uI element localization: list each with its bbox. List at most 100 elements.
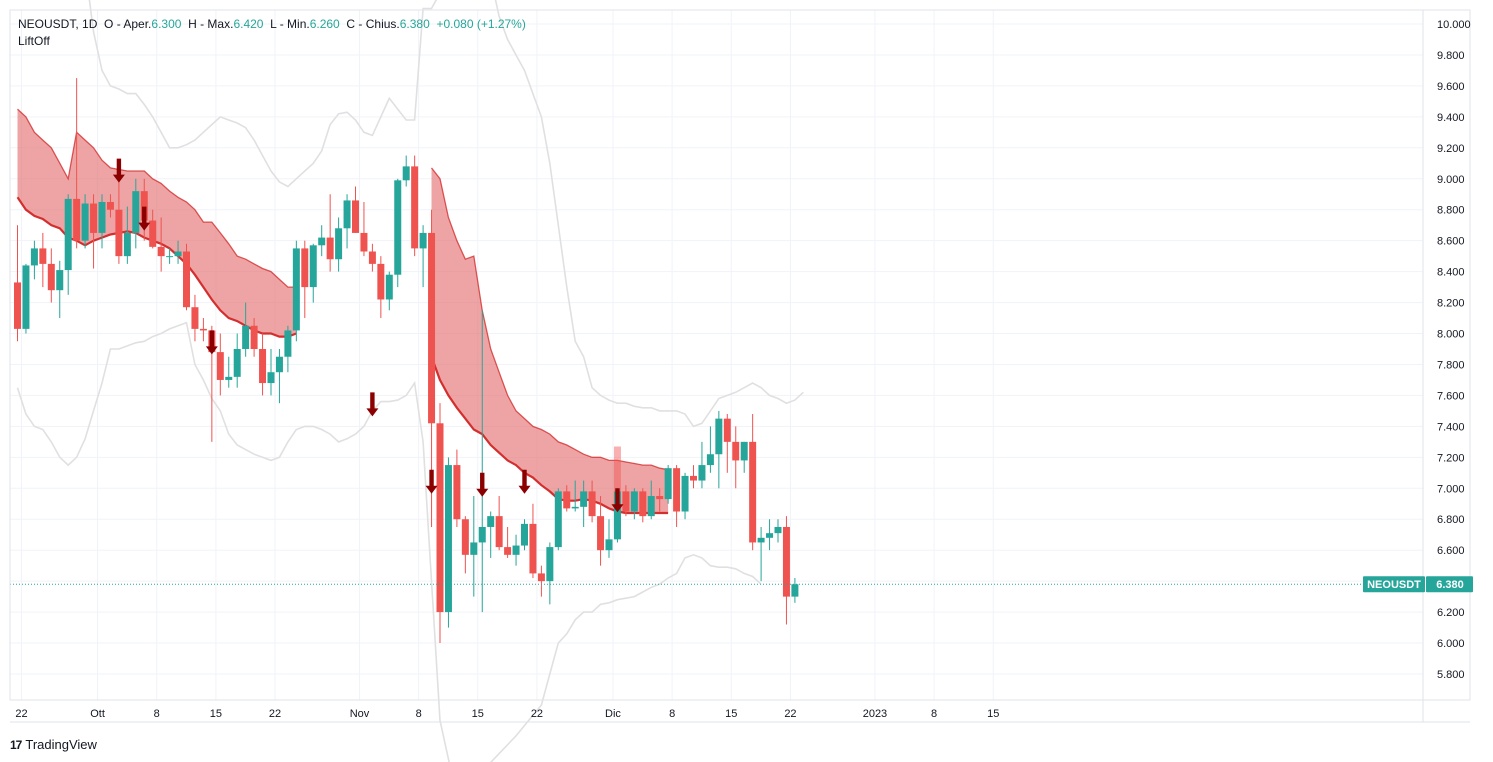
price-tag-value: 6.380 xyxy=(1436,579,1464,591)
x-tick-label: 8 xyxy=(669,708,675,720)
candle-body xyxy=(529,523,537,574)
x-tick-label: 15 xyxy=(472,708,484,720)
x-tick-label: 8 xyxy=(931,708,937,720)
candle-body xyxy=(673,468,681,512)
sell-arrow-icon xyxy=(476,472,489,497)
candle-body xyxy=(292,248,300,331)
y-tick-label: 8.200 xyxy=(1437,298,1465,310)
legend-high: 6.420 xyxy=(233,17,264,31)
x-tick-label: 22 xyxy=(15,708,27,720)
candle-body xyxy=(664,468,672,500)
y-tick-label: 8.400 xyxy=(1437,267,1465,279)
candle-body xyxy=(478,526,486,543)
x-tick-label: 22 xyxy=(784,708,796,720)
tradingview-logo-icon: 17 xyxy=(10,737,22,752)
candle-body xyxy=(605,539,613,551)
candle-body xyxy=(106,201,114,210)
candle-body xyxy=(495,516,503,548)
candle-body xyxy=(81,203,89,241)
sell-arrow-icon xyxy=(425,469,438,494)
candle-body xyxy=(774,526,782,534)
axes: 10.000 9.800 9.600 9.400 9.200 9.000 8.800 8.60… xyxy=(9,9,1471,723)
indicator-name[interactable]: LiftOff xyxy=(18,34,50,48)
legend-low-label: L - Min. xyxy=(270,17,310,31)
candle-body xyxy=(132,191,140,233)
candle-body xyxy=(149,220,157,247)
candle-body xyxy=(90,203,98,233)
y-tick-label: 7.400 xyxy=(1437,421,1465,433)
candle-body xyxy=(267,372,275,384)
legend-symbol: NEOUSDT xyxy=(18,17,76,31)
candle-body xyxy=(183,251,190,308)
candle-body xyxy=(242,325,250,349)
candle-body xyxy=(622,491,630,512)
candle-body xyxy=(791,584,799,597)
candle-body xyxy=(588,491,596,517)
candle-body xyxy=(749,441,757,543)
candle-body xyxy=(360,232,368,252)
candle-body xyxy=(782,526,790,597)
y-tick-label: 9.800 xyxy=(1437,50,1465,62)
candle-body xyxy=(123,232,131,257)
candle-body xyxy=(563,491,571,509)
y-tick-label: 6.800 xyxy=(1437,514,1465,526)
x-tick-label: 8 xyxy=(416,708,422,720)
sell-arrow-icon xyxy=(138,206,151,231)
candle-body xyxy=(284,330,292,357)
candle-body xyxy=(377,263,385,300)
y-tick-label: 7.600 xyxy=(1437,390,1465,402)
candle-body xyxy=(411,166,419,249)
x-tick-label: 22 xyxy=(531,708,543,720)
envelope-upper-line xyxy=(88,0,804,428)
legend-open: 6.300 xyxy=(151,17,182,31)
candle-body xyxy=(343,200,351,229)
sell-arrow-icon xyxy=(611,488,624,513)
candle-body xyxy=(309,245,317,288)
candle-body xyxy=(166,256,174,258)
candle-body xyxy=(14,282,21,329)
legend-interval: 1D xyxy=(82,17,98,31)
candle-body xyxy=(22,265,30,329)
candle-body xyxy=(275,356,283,373)
legend-high-label: H - Max. xyxy=(188,17,234,31)
candle-body xyxy=(335,228,343,260)
sell-arrow-icon xyxy=(366,392,379,417)
band-upper-line-0 xyxy=(17,108,297,288)
candle-body xyxy=(580,491,588,507)
candle-body xyxy=(766,533,774,538)
candle-body xyxy=(537,573,545,582)
candle-body xyxy=(521,523,528,546)
candle-body xyxy=(419,232,427,249)
candle-body xyxy=(487,516,495,527)
tradingview-footer[interactable]: 17 TradingView xyxy=(10,737,97,752)
tradingview-brand: TradingView xyxy=(25,737,97,752)
candle-body xyxy=(250,325,258,349)
candle-body xyxy=(706,454,714,466)
candle-body xyxy=(47,263,55,291)
candle-body xyxy=(352,200,359,233)
candle-body xyxy=(157,246,165,257)
candle-body xyxy=(199,328,207,331)
liftoff-band xyxy=(16,108,669,515)
y-tick-label: 9.400 xyxy=(1437,112,1465,124)
candle-body xyxy=(225,376,233,380)
y-tick-label: 7.000 xyxy=(1437,483,1465,495)
candle-body xyxy=(681,475,689,512)
candle-body xyxy=(698,465,706,481)
band-fill-0 xyxy=(17,109,297,337)
y-tick-label: 9.600 xyxy=(1437,81,1465,93)
candle-body xyxy=(394,180,402,275)
candle-body xyxy=(639,491,647,517)
x-tick-label: 15 xyxy=(210,708,222,720)
x-tick-label: Dic xyxy=(605,708,621,720)
candle-body xyxy=(444,465,452,613)
candle-body xyxy=(30,248,38,266)
y-tick-label: 8.800 xyxy=(1437,205,1465,217)
legend-close-label: C - Chius. xyxy=(346,17,400,31)
legend-open-label: O - Aper. xyxy=(104,17,152,31)
envelope-lines xyxy=(16,0,804,762)
candle-body xyxy=(368,251,376,264)
hover-candle-ghost xyxy=(613,446,621,527)
band-lower-line-0 xyxy=(16,196,297,338)
